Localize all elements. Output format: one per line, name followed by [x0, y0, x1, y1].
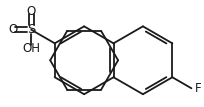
Text: OH: OH: [22, 42, 40, 55]
Text: O: O: [8, 23, 17, 36]
Text: S: S: [27, 23, 35, 36]
Text: O: O: [27, 5, 36, 18]
Text: F: F: [195, 82, 201, 95]
